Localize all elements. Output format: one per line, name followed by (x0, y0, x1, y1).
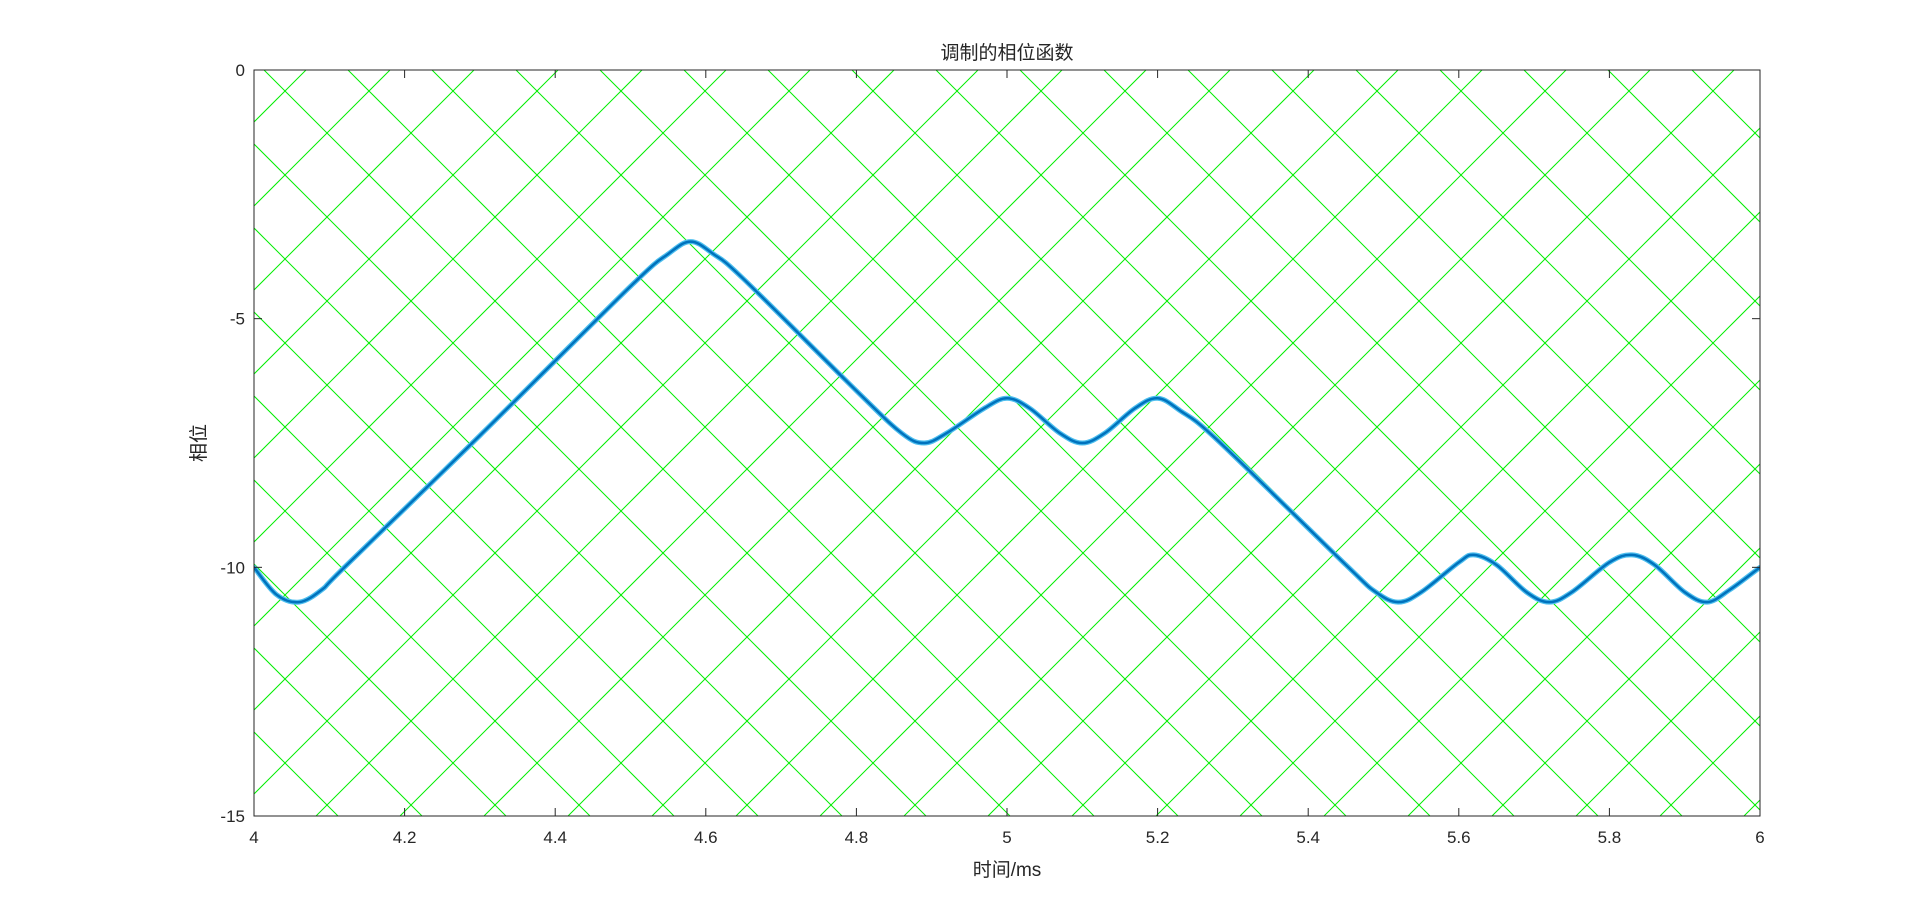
grid-line-diagonal (263, 70, 1011, 816)
y-tick-label: -15 (220, 807, 245, 826)
grid-line-diagonal (1439, 70, 1760, 391)
grid-line-antidiagonal (254, 70, 979, 795)
x-tick-label: 4.2 (393, 828, 417, 847)
x-tick-label: 4.4 (543, 828, 567, 847)
grid-line-diagonal (1019, 70, 1760, 811)
grid-line-diagonal (767, 70, 1515, 816)
grid-line-antidiagonal (254, 70, 895, 711)
grid-line-antidiagonal (399, 70, 1147, 816)
grid-line-antidiagonal (1491, 547, 1760, 816)
grid-line-diagonal (254, 143, 927, 816)
plot-area (254, 70, 1760, 816)
grid-line-antidiagonal (254, 70, 559, 375)
grid-line-antidiagonal (254, 70, 811, 627)
grid-line-diagonal (0, 70, 170, 816)
x-tick-label: 5.4 (1296, 828, 1320, 847)
grid-line-antidiagonal (0, 70, 138, 816)
grid-line-antidiagonal (315, 70, 1063, 816)
grid-line-diagonal (1103, 70, 1760, 727)
grid-line-diagonal (599, 70, 1347, 816)
x-tick-label: 4.8 (845, 828, 869, 847)
grid-line-diagonal (254, 815, 255, 816)
x-tick-label: 5.2 (1146, 828, 1170, 847)
series-group (254, 239, 1760, 605)
grid-line-antidiagonal (819, 70, 1567, 816)
series-line (254, 240, 1760, 604)
grid-line-diagonal (1355, 70, 1760, 475)
grid-line-diagonal (683, 70, 1431, 816)
grid-line-antidiagonal (1743, 799, 1760, 816)
grid-line-antidiagonal (903, 70, 1651, 816)
grid-line-diagonal (431, 70, 1179, 816)
grid-line-antidiagonal (0, 70, 54, 816)
grid-line-diagonal (254, 647, 423, 816)
grid-line-antidiagonal (254, 70, 643, 459)
grid-line-antidiagonal (1239, 295, 1760, 816)
grid-line-antidiagonal (1828, 70, 1920, 816)
grid-line-diagonal (851, 70, 1599, 816)
y-tick-label: -10 (220, 558, 245, 577)
grid-line-diagonal (254, 311, 759, 816)
grid-line-diagonal (1523, 70, 1760, 307)
grid-line-antidiagonal (1575, 631, 1760, 816)
y-axis-label: 相位 (188, 424, 210, 462)
x-axis-ticks: 4 4.2 4.4 4.6 4.8 5 5.2 5.4 5.6 5.8 6 (249, 70, 1765, 847)
grid-line-antidiagonal (1407, 463, 1760, 816)
chart-title: 调制的相位函数 (940, 42, 1073, 64)
grid-line-diagonal (254, 395, 675, 816)
grid-line-diagonal (1187, 70, 1760, 643)
grid-line-antidiagonal (1155, 211, 1760, 816)
grid-line-antidiagonal (651, 70, 1399, 816)
grid-line-diagonal (935, 70, 1683, 816)
grid-line-antidiagonal (735, 70, 1483, 816)
grid-line-diagonal (1776, 70, 1920, 816)
grid-line-diagonal (1860, 70, 1920, 816)
x-tick-label: 4 (249, 828, 258, 847)
x-axis-label: 时间/ms (973, 859, 1042, 881)
x-tick-label: 5.8 (1598, 828, 1622, 847)
grid-line-antidiagonal (254, 70, 475, 291)
grid-line-antidiagonal (254, 70, 727, 543)
grid-line-diagonal (515, 70, 1263, 816)
y-tick-label: -5 (230, 310, 245, 329)
x-tick-label: 6 (1755, 828, 1764, 847)
grid-line-antidiagonal (1071, 127, 1760, 816)
grid-line-antidiagonal (483, 70, 1231, 816)
grid-line-antidiagonal (254, 70, 391, 207)
x-tick-label: 5 (1002, 828, 1011, 847)
grid-line-diagonal (254, 479, 591, 816)
grid-line-antidiagonal (987, 70, 1735, 816)
y-axis-ticks: 0 -5 -10 -15 (220, 61, 1760, 826)
crosshatch-grid (0, 70, 1920, 816)
y-tick-label: 0 (236, 61, 245, 80)
grid-line-diagonal (347, 70, 1095, 816)
grid-line-diagonal (254, 563, 507, 816)
grid-line-diagonal (1607, 70, 1760, 223)
x-tick-label: 5.6 (1447, 828, 1471, 847)
x-tick-label: 4.6 (694, 828, 718, 847)
grid-line-antidiagonal (1323, 379, 1760, 816)
grid-line-antidiagonal (567, 70, 1315, 816)
grid-line-diagonal (1271, 70, 1760, 559)
